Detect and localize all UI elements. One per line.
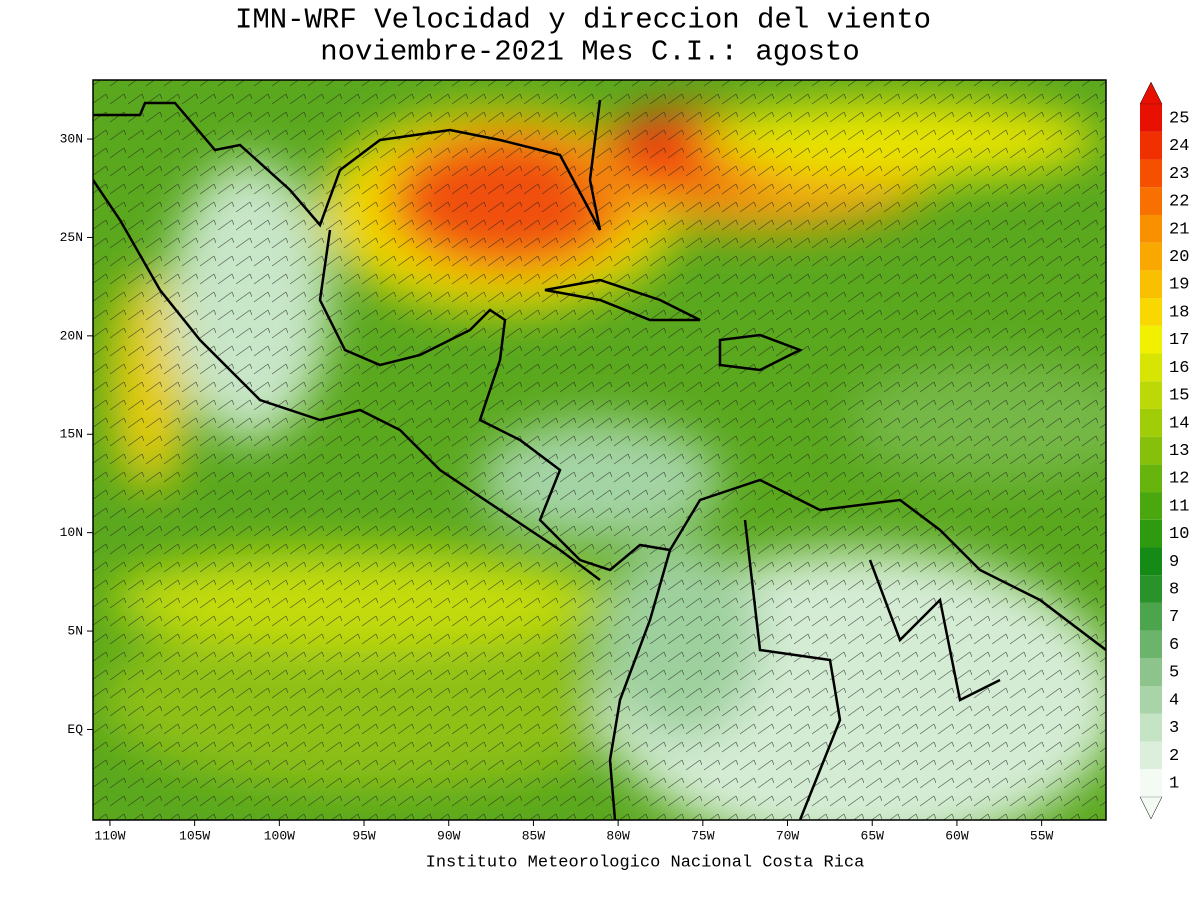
x-tick-label: 55W — [1030, 828, 1054, 843]
colorbar-swatch — [1140, 381, 1162, 409]
colorbar-swatch — [1140, 686, 1162, 714]
colorbar-label: 2 — [1169, 747, 1179, 766]
x-tick-label: 75W — [691, 828, 715, 843]
colorbar-label: 13 — [1169, 442, 1189, 461]
x-tick-label: 80W — [606, 828, 630, 843]
x-tick-label: 100W — [264, 828, 295, 843]
colorbar-swatch — [1140, 769, 1162, 797]
colorbar-arrow-top — [1139, 81, 1163, 105]
map-frame — [92, 79, 1107, 821]
colorbar-label: 23 — [1169, 165, 1189, 184]
colorbar-label: 1 — [1169, 774, 1179, 793]
colorbar-swatch — [1140, 242, 1162, 271]
colorbar-label: 14 — [1169, 414, 1189, 433]
colorbar-swatch — [1140, 353, 1162, 382]
colorbar-label: 3 — [1169, 719, 1179, 738]
colorbar-swatch — [1140, 131, 1162, 160]
y-tick-label: EQ — [67, 722, 83, 737]
colorbar-label: 15 — [1169, 387, 1189, 406]
subtitle: noviembre-2021 Mes C.I.: agosto — [320, 36, 860, 69]
x-tick-label: 70W — [776, 828, 800, 843]
colorbar-label: 9 — [1169, 553, 1179, 572]
title: IMN-WRF Velocidad y direccion del viento — [235, 4, 931, 37]
colorbar-label: 17 — [1169, 331, 1189, 350]
colorbar-swatch — [1140, 159, 1162, 188]
x-tick-label: 65W — [861, 828, 885, 843]
colorbar-swatch — [1140, 492, 1162, 520]
colorbar-label: 16 — [1169, 359, 1189, 378]
colorbar-swatch — [1140, 741, 1162, 770]
x-tick-label: 110W — [94, 828, 125, 843]
x-tick-label: 60W — [945, 828, 969, 843]
colorbar-label: 11 — [1169, 497, 1189, 516]
colorbar-label: 5 — [1169, 664, 1179, 683]
map-field — [93, 80, 1106, 820]
colorbar-arrow-bottom — [1139, 796, 1163, 820]
y-tick-label: 5N — [67, 624, 83, 639]
colorbar-label: 19 — [1169, 276, 1189, 295]
colorbar-label: 25 — [1169, 109, 1189, 128]
colorbar-swatch — [1140, 187, 1162, 215]
colorbar-label: 10 — [1169, 525, 1189, 544]
x-tick-label: 105W — [179, 828, 210, 843]
colorbar-swatch — [1140, 408, 1162, 437]
y-tick-label: 15N — [60, 427, 83, 442]
y-tick-label: 25N — [60, 230, 83, 245]
colorbar-label: 6 — [1169, 636, 1179, 655]
colorbar-swatch — [1140, 575, 1162, 603]
colorbar-swatch — [1140, 602, 1162, 631]
colorbar-swatch — [1140, 298, 1162, 326]
colorbar-label: 12 — [1169, 470, 1189, 489]
y-tick-label: 30N — [60, 131, 83, 146]
colorbar-swatch — [1140, 464, 1162, 493]
colorbar-label: 21 — [1169, 220, 1189, 239]
colorbar-swatch — [1140, 325, 1162, 354]
colorbar-swatch — [1140, 519, 1162, 548]
colorbar-swatch — [1140, 547, 1162, 576]
colorbar-swatch — [1140, 436, 1162, 465]
colorbar-label: 20 — [1169, 248, 1189, 267]
colorbar-label: 8 — [1169, 581, 1179, 600]
footer: Instituto Meteorologico Nacional Costa R… — [426, 853, 865, 872]
x-tick-label: 95W — [352, 828, 376, 843]
colorbar-label: 18 — [1169, 303, 1189, 322]
y-tick-label: 10N — [60, 525, 83, 540]
colorbar-swatch — [1140, 630, 1162, 659]
colorbar-label: 7 — [1169, 608, 1179, 627]
colorbar-swatch — [1140, 270, 1162, 299]
y-tick-label: 20N — [60, 328, 83, 343]
colorbar-label: 24 — [1169, 137, 1189, 156]
x-tick-label: 90W — [437, 828, 461, 843]
colorbar-label: 22 — [1169, 193, 1189, 212]
x-tick-label: 85W — [522, 828, 546, 843]
colorbar-swatch — [1140, 713, 1162, 742]
colorbar-label: 4 — [1169, 691, 1179, 710]
colorbar-swatch — [1140, 658, 1162, 687]
colorbar-swatch — [1140, 214, 1162, 243]
colorbar-swatch — [1140, 104, 1162, 132]
